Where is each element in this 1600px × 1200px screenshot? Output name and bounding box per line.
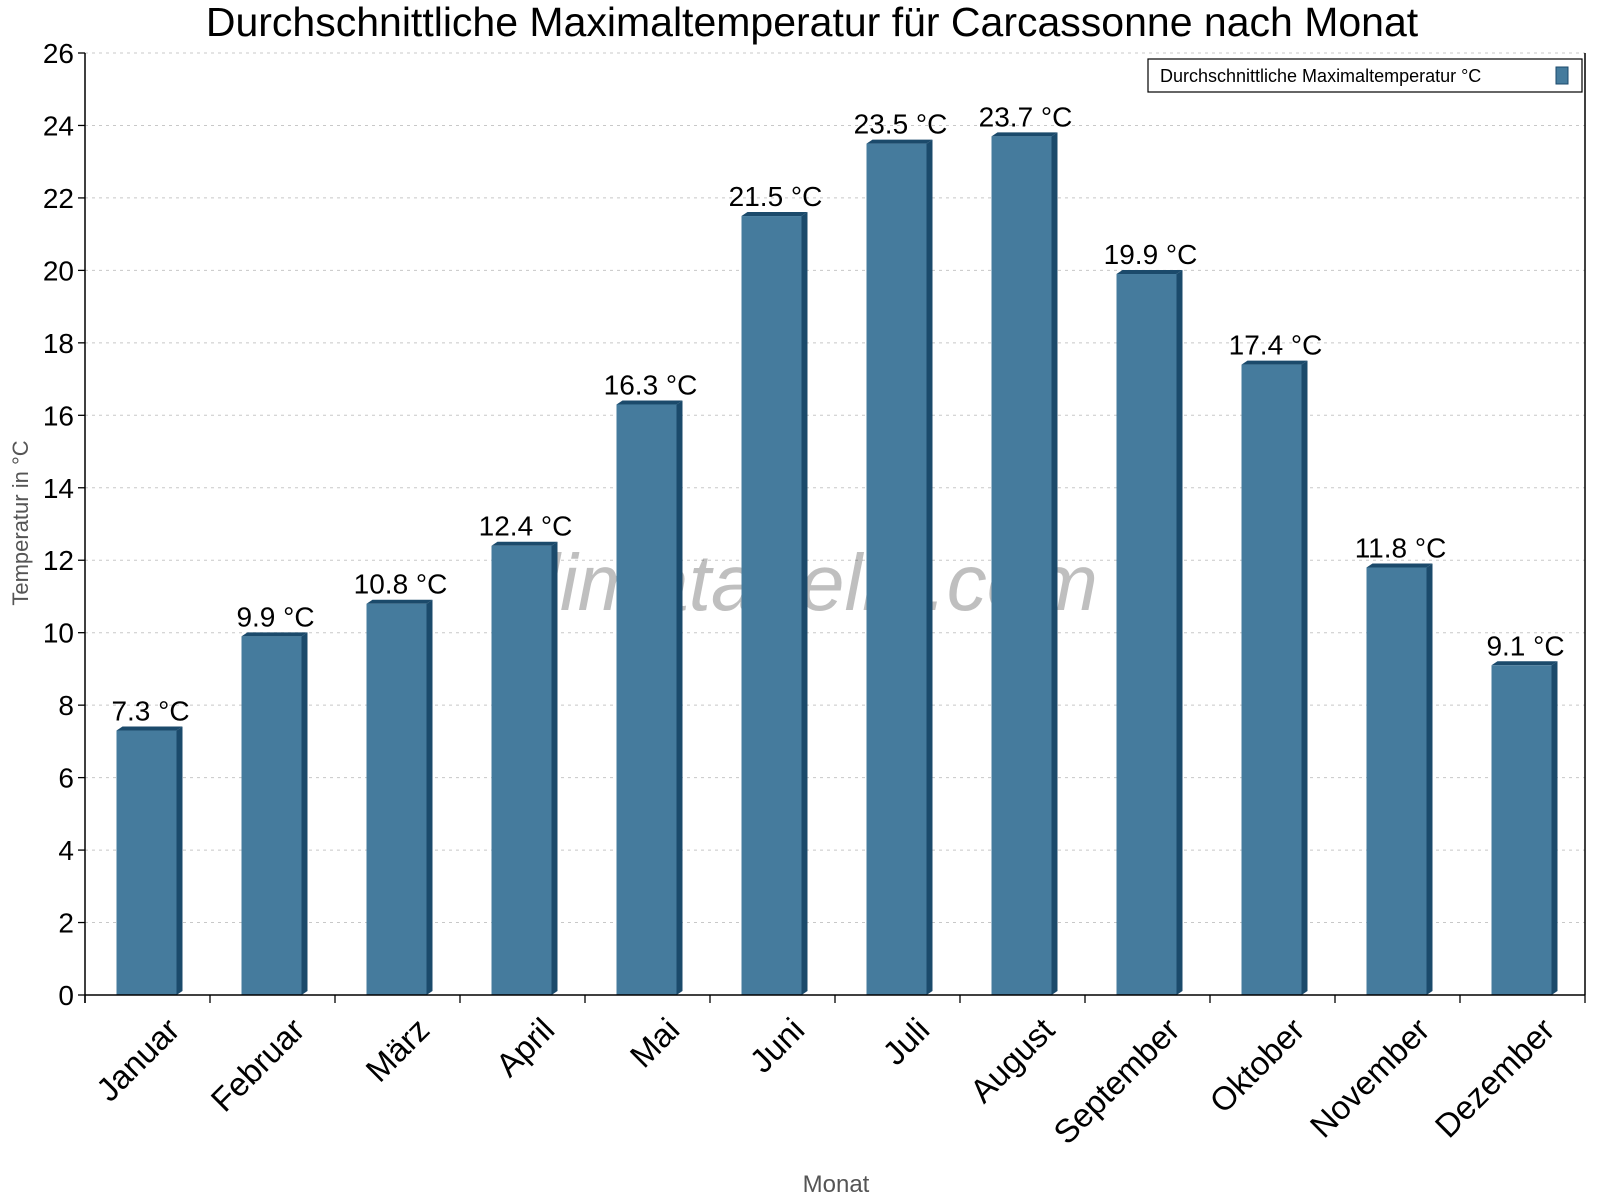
y-tick-label: 0 <box>58 980 74 1011</box>
bar <box>991 136 1052 996</box>
y-tick-label: 2 <box>58 908 74 939</box>
x-tick-label: September <box>1046 1011 1186 1151</box>
y-tick-label: 8 <box>58 690 74 721</box>
bar <box>616 404 677 995</box>
bar <box>116 730 177 995</box>
legend-swatch <box>1555 66 1569 85</box>
data-label: 10.8 °C <box>354 569 448 600</box>
data-label: 17.4 °C <box>1229 330 1323 361</box>
y-tick-label: 18 <box>43 328 74 359</box>
bar-top <box>1116 270 1183 275</box>
data-label: 12.4 °C <box>479 511 573 542</box>
legend-box <box>1147 58 1583 93</box>
y-tick-label: 4 <box>58 835 74 866</box>
y-tick-label: 20 <box>43 255 74 286</box>
bar-side <box>1176 270 1183 995</box>
chart-title: Durchschnittliche Maximaltemperatur für … <box>206 0 1419 45</box>
bar-side <box>176 726 183 995</box>
x-tick-label: Juni <box>742 1011 811 1080</box>
legend: Durchschnittliche Maximaltemperatur °C <box>1147 58 1583 93</box>
data-label: 11.8 °C <box>1355 532 1447 563</box>
y-tick-label: 24 <box>43 110 74 141</box>
bar-side <box>1051 132 1058 996</box>
bar-side <box>426 599 433 995</box>
bar-side <box>1551 661 1558 995</box>
data-label: 7.3 °C <box>111 696 189 727</box>
bar-top <box>1366 563 1433 568</box>
data-label: 21.5 °C <box>729 181 823 212</box>
bar-side <box>301 632 308 995</box>
x-tick-label: April <box>489 1011 562 1084</box>
bar-top <box>991 132 1058 137</box>
bar <box>741 216 802 996</box>
bar-top <box>1241 360 1308 365</box>
legend-label: Durchschnittliche Maximaltemperatur °C <box>1160 66 1481 86</box>
bar-top <box>241 632 308 637</box>
x-tick-label: Oktober <box>1202 1011 1311 1120</box>
x-tick-label: November <box>1303 1011 1437 1145</box>
bar-top <box>366 599 433 604</box>
bar <box>241 636 302 995</box>
data-label: 16.3 °C <box>604 369 698 400</box>
bar-side <box>551 541 558 995</box>
y-tick-label: 16 <box>43 400 74 431</box>
y-tick-label: 10 <box>43 618 74 649</box>
bar-side <box>1301 360 1308 996</box>
bar-side <box>926 139 933 996</box>
x-tick-label: Mai <box>623 1011 687 1075</box>
bars: 7.3 °C 9.9 °C 10.8 °C 12.4 °C 16.3 °C 21.5 °C… <box>111 101 1565 996</box>
y-tick-label: 6 <box>58 763 74 794</box>
bar-top <box>491 541 558 546</box>
bar-side <box>801 212 808 996</box>
y-axis-label: Temperatur in °C <box>8 440 33 605</box>
bar-top <box>1491 661 1558 666</box>
data-label: 9.1 °C <box>1486 630 1564 661</box>
data-label: 23.5 °C <box>854 109 948 140</box>
y-tick-label: 22 <box>43 183 74 214</box>
bar-top <box>616 400 683 405</box>
y-tick-label: 26 <box>43 38 74 69</box>
x-axis-label: Monat <box>803 1171 870 1198</box>
bar-top <box>741 212 808 217</box>
gridlines <box>85 52 1585 924</box>
data-label: 9.9 °C <box>236 601 314 632</box>
x-tick-label: Juli <box>875 1011 936 1072</box>
data-label: 23.7 °C <box>979 101 1073 132</box>
bar <box>1366 567 1427 995</box>
bar <box>491 545 552 995</box>
x-tick-label: Dezember <box>1428 1011 1562 1145</box>
x-tick-label: Februar <box>204 1011 312 1119</box>
x-tick-label: März <box>358 1011 436 1089</box>
y-tick-label: 12 <box>43 545 74 576</box>
y-tick-label: 14 <box>43 473 74 504</box>
x-tick-label: Januar <box>89 1011 187 1109</box>
bar-side <box>676 400 683 995</box>
data-label: 19.9 °C <box>1104 239 1198 270</box>
bar-top <box>866 139 933 144</box>
x-tick-label: August <box>963 1011 1062 1110</box>
bar <box>1491 665 1552 995</box>
bar <box>1116 274 1177 995</box>
bar-top <box>116 726 183 731</box>
bar <box>866 143 927 996</box>
bar-side <box>1426 563 1433 995</box>
bar <box>1241 364 1302 996</box>
bar <box>366 603 427 995</box>
